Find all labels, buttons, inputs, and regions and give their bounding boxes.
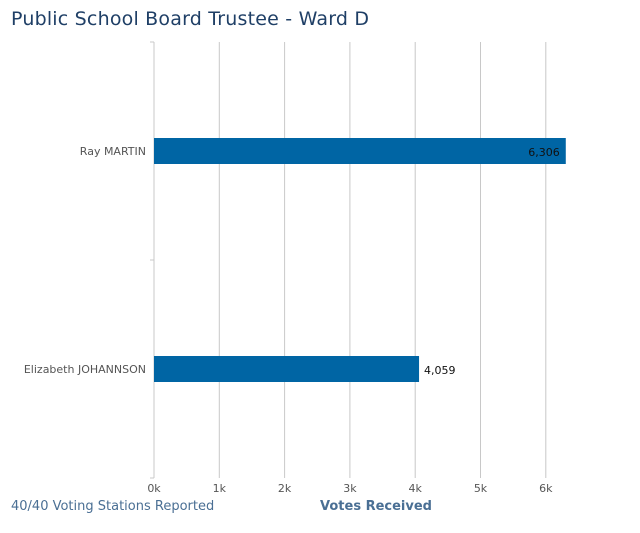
data-label: 4,059 [424,364,456,377]
data-label: 6,306 [528,146,560,159]
x-tick-label: 3k [343,482,357,495]
category-label: Elizabeth JOHANNSON [24,363,146,376]
x-axis-title: Votes Received [320,499,432,514]
x-tick-label: 4k [409,482,423,495]
x-tick-label: 1k [213,482,227,495]
bar [154,356,420,382]
bar [154,138,566,164]
x-tick-label: 5k [474,482,488,495]
category-label: Ray MARTIN [80,145,146,158]
x-tick-label: 0k [147,482,161,495]
chart-title: Public School Board Trustee - Ward D [11,8,370,30]
x-tick-label: 2k [278,482,292,495]
x-tick-label: 6k [539,482,553,495]
stations-reported-status: 40/40 Voting Stations Reported [11,499,215,514]
